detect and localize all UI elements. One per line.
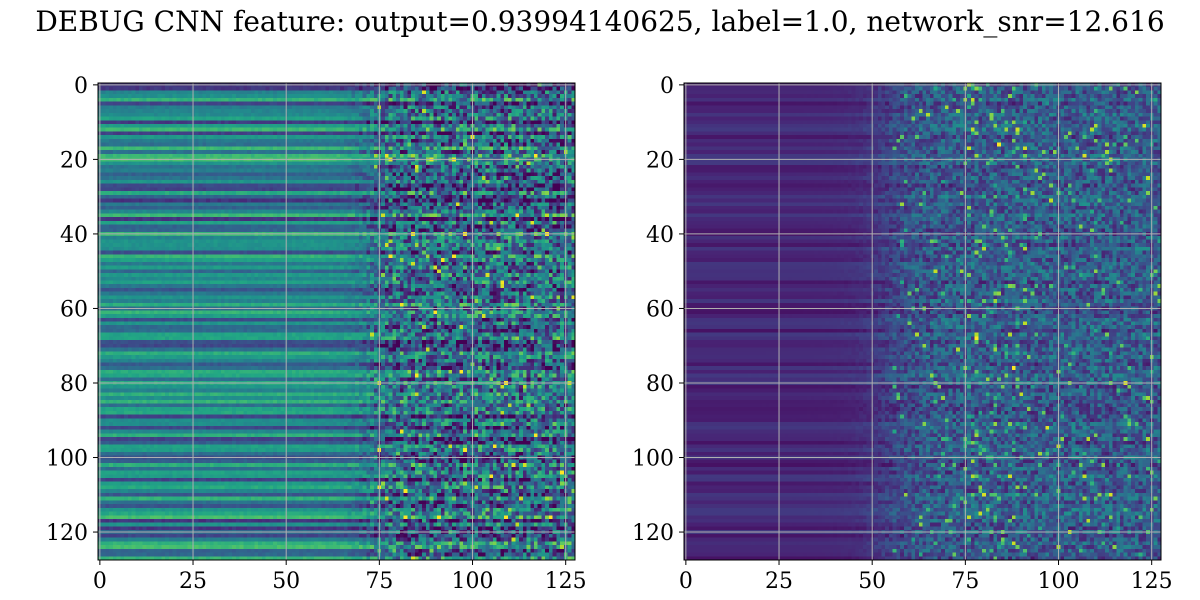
heatmap-panel-left: 0 25 50 75 100 125 0 20 40 60 80 100 120 bbox=[46, 74, 587, 594]
y-tick-label: 80 bbox=[646, 372, 674, 397]
plot-frame bbox=[97, 82, 576, 561]
x-tick-label: 0 bbox=[93, 569, 107, 594]
heatmap-cells bbox=[98, 83, 575, 560]
y-tick-label: 0 bbox=[660, 74, 674, 99]
y-tick-label: 40 bbox=[60, 223, 88, 248]
y-tick-label: 120 bbox=[632, 521, 674, 546]
y-tick-label: 20 bbox=[646, 148, 674, 173]
x-tick-label: 75 bbox=[365, 569, 393, 594]
x-tick-label: 125 bbox=[545, 569, 587, 594]
x-tick-label: 50 bbox=[272, 569, 300, 594]
y-tick-label: 40 bbox=[646, 223, 674, 248]
y-tick-label: 20 bbox=[60, 148, 88, 173]
y-tick-label: 60 bbox=[60, 297, 88, 322]
x-tick-label: 75 bbox=[951, 569, 979, 594]
y-tick-label: 0 bbox=[74, 74, 88, 99]
y-tick-label: 60 bbox=[646, 297, 674, 322]
plot-frame bbox=[683, 82, 1162, 561]
x-tick-label: 25 bbox=[179, 569, 207, 594]
heatmap-cells bbox=[684, 83, 1161, 560]
figure-title: DEBUG CNN feature: output=0.93994140625,… bbox=[35, 5, 1165, 38]
x-tick-label: 0 bbox=[679, 569, 693, 594]
y-tick-label: 120 bbox=[46, 521, 88, 546]
x-tick-label: 100 bbox=[452, 569, 494, 594]
heatmap-panel-right: 0 25 50 75 100 125 0 20 40 60 80 100 120 bbox=[632, 74, 1173, 594]
y-tick-label: 100 bbox=[632, 447, 674, 472]
x-tick-label: 125 bbox=[1131, 569, 1173, 594]
x-tick-label: 50 bbox=[858, 569, 886, 594]
y-tick-label: 80 bbox=[60, 372, 88, 397]
x-tick-label: 25 bbox=[765, 569, 793, 594]
y-tick-label: 100 bbox=[46, 447, 88, 472]
x-tick-label: 100 bbox=[1038, 569, 1080, 594]
